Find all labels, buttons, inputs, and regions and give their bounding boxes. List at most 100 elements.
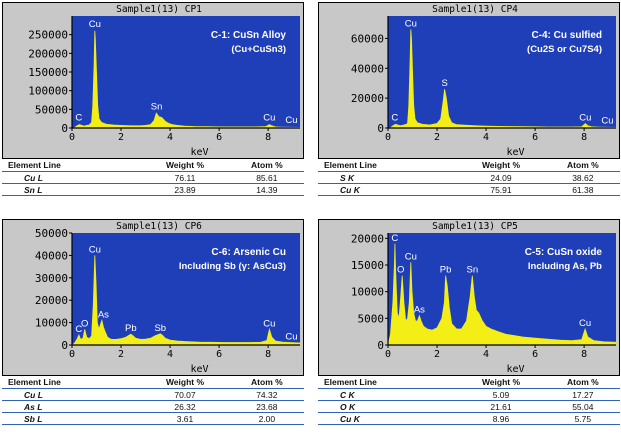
chart-annotation: C-5: CuSn oxide (525, 247, 603, 258)
table-row: S K 24.09 38.62 (318, 171, 620, 184)
table-row: Cu L 70.07 74.32 (2, 388, 304, 401)
x-tick-label: 2 (434, 349, 440, 360)
x-tick-label: 8 (581, 349, 587, 360)
atom-cell: 61.38 (545, 183, 620, 196)
weight-cell: 70.07 (140, 388, 230, 401)
table-row: Cu L 76.11 85.61 (2, 171, 304, 184)
peak-label: Cu (263, 318, 275, 329)
element-line-cell: Sb L (2, 412, 141, 425)
plot-area (388, 233, 616, 345)
y-tick-label: 10000 (351, 286, 384, 299)
x-tick-label: 8 (265, 132, 271, 143)
weight-cell: 75.91 (456, 183, 546, 196)
weight-cell: 21.61 (456, 400, 546, 413)
x-tick-label: 0 (69, 132, 75, 143)
chart-title: Sample1(13) CP4 (432, 4, 518, 15)
x-axis-label: keV (190, 364, 208, 375)
atom-cell: 38.62 (545, 171, 620, 184)
x-tick-label: 4 (167, 132, 173, 143)
header-element-line: Element Line (318, 159, 457, 172)
header-weight: Weight % (140, 376, 230, 389)
peak-label: Cu (601, 116, 613, 127)
x-tick-label: 6 (216, 132, 222, 143)
header-weight: Weight % (456, 159, 546, 172)
y-tick-label: 50000 (35, 103, 68, 116)
y-tick-label: 40000 (35, 249, 68, 262)
x-tick-label: 6 (216, 349, 222, 360)
plot-area (72, 16, 300, 128)
x-tick-label: 4 (483, 132, 489, 143)
peak-label: C (75, 324, 82, 335)
cp4-panel: Sample1(13) CP4 0 20000 40000 60000 0 2 4 6 8 keV C… (318, 2, 620, 213)
y-tick-label: 50000 (35, 227, 68, 240)
plot-area (388, 16, 616, 128)
x-tick-label: 0 (69, 349, 75, 360)
cp4-spectrum-chart: Sample1(13) CP4 0 20000 40000 60000 0 2 4 6 8 keV C… (318, 2, 620, 159)
header-element-line: Element Line (2, 159, 141, 172)
chart-annotation: Including As, Pb (528, 261, 602, 272)
y-tick-label: 30000 (35, 272, 68, 285)
peak-label: Pb (125, 323, 137, 334)
y-tick-label: 0 (61, 122, 68, 135)
peak-label: Pb (440, 265, 452, 276)
element-line-cell: Cu K (318, 412, 457, 425)
chart-annotation: C-6: Arsenic Cu (211, 247, 286, 258)
atom-cell: 5.75 (545, 412, 620, 425)
peak-label: Cu (579, 318, 591, 329)
x-tick-label: 4 (167, 349, 173, 360)
y-tick-label: 20000 (351, 92, 384, 105)
peak-label: As (414, 305, 425, 316)
peak-label: C (75, 113, 82, 124)
cp6-composition-table: Element Line Weight % Atom % Cu L 70.07 … (2, 376, 304, 425)
y-tick-label: 40000 (351, 62, 384, 75)
cp1-panel: Sample1(13) CP1 0 50000 100000 150000 200000 2… (2, 2, 304, 213)
element-line-cell: Cu K (318, 183, 457, 196)
spectrum-series (387, 29, 617, 129)
y-tick-label: 0 (61, 339, 68, 352)
peak-label: As (98, 309, 109, 320)
y-tick-label: 20000 (351, 232, 384, 245)
element-line-cell: Sn L (2, 183, 141, 196)
peak-label: Cu (405, 18, 417, 29)
cp4-composition-table: Element Line Weight % Atom % S K 24.09 3… (318, 159, 620, 196)
y-tick-label: 100000 (28, 85, 68, 98)
y-tick-label: 150000 (28, 66, 68, 79)
x-axis-label: keV (506, 364, 524, 375)
peak-label: O (81, 318, 88, 329)
peak-label: Cu (89, 19, 101, 30)
weight-cell: 24.09 (456, 171, 546, 184)
weight-cell: 26.32 (140, 400, 230, 413)
peak-label: Sn (151, 101, 163, 112)
element-line-cell: As L (2, 400, 141, 413)
chart-annotation: C-4: Cu sulfied (531, 30, 602, 41)
spectrum-series (71, 30, 301, 129)
x-tick-label: 6 (532, 132, 538, 143)
peak-label: S (441, 78, 447, 89)
chart-title: Sample1(13) CP6 (116, 221, 202, 232)
y-tick-label: 60000 (351, 32, 384, 45)
y-tick-label: 15000 (351, 259, 384, 272)
element-line-cell: Cu L (2, 171, 141, 184)
x-tick-label: 0 (385, 349, 391, 360)
y-tick-label: 20000 (35, 294, 68, 307)
header-weight: Weight % (456, 376, 546, 389)
x-axis-label: keV (190, 147, 208, 158)
cp5-composition-table: Element Line Weight % Atom % C K 5.09 17… (318, 376, 620, 425)
cp1-spectrum-chart: Sample1(13) CP1 0 50000 100000 150000 200000 2… (2, 2, 304, 159)
peak-label: Cu (263, 113, 275, 124)
peak-label: Cu (89, 244, 101, 255)
header-atom: Atom % (545, 159, 620, 172)
table-row: Cu K 8.96 5.75 (318, 412, 620, 425)
peak-label: Cu (405, 251, 417, 262)
atom-cell: 2.00 (229, 412, 304, 425)
cp5-panel: Sample1(13) CP5 0 5000 10000 15000 20000 0 2 4 6 8… (318, 219, 620, 430)
table-row: As L 26.32 23.68 (2, 400, 304, 413)
header-element-line: Element Line (2, 376, 141, 389)
x-tick-label: 2 (118, 132, 124, 143)
atom-cell: 17.27 (545, 388, 620, 401)
x-tick-label: 8 (581, 132, 587, 143)
peak-label: Cu (285, 115, 297, 126)
cp1-composition-table: Element Line Weight % Atom % Cu L 76.11 … (2, 159, 304, 196)
chart-title: Sample1(13) CP1 (116, 4, 202, 15)
x-tick-label: 6 (532, 349, 538, 360)
